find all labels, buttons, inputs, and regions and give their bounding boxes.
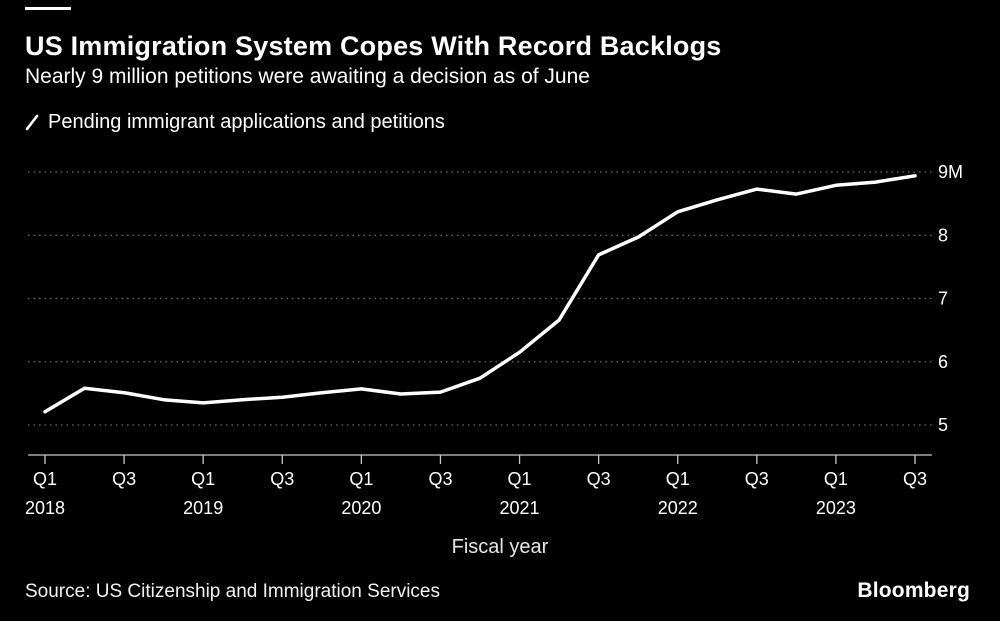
legend-label: Pending immigrant applications and petit… [48,111,445,133]
x-axis-year-label: 2018 [25,498,65,518]
x-axis-tick-label: Q1 [666,469,690,489]
x-axis-tick-label: Q3 [903,469,927,489]
chart-subtitle: Nearly 9 million petitions were awaiting… [25,65,590,88]
x-axis-tick-label: Q3 [270,469,294,489]
x-axis-year-label: 2021 [500,498,540,518]
legend: Pending immigrant applications and petit… [25,111,445,134]
y-axis-tick-label: 6 [938,352,948,372]
top-accent-mark [25,7,71,10]
x-axis-year-label: 2023 [816,498,856,518]
y-axis-tick-label: 7 [938,289,948,309]
x-axis-tick-label: Q3 [745,469,769,489]
x-axis-tick-label: Q1 [508,469,532,489]
data-line-pending-petitions [43,174,917,414]
x-axis-tick-label: Q1 [824,469,848,489]
x-axis-tick-label: Q1 [33,469,57,489]
line-series-marker-icon [25,114,39,131]
x-axis-title: Fiscal year [451,536,549,558]
bloomberg-logo: Bloomberg [857,579,970,602]
x-axis-tick-label: Q3 [112,469,136,489]
x-axis-tick-label: Q3 [587,469,611,489]
x-axis-tick-label: Q1 [191,469,215,489]
x-axis-year-label: 2019 [183,498,223,518]
x-axis-year-label: 2020 [341,498,381,518]
x-axis-year-label: 2022 [658,498,698,518]
y-axis-tick-label: 5 [938,415,948,435]
source-note: Source: US Citizenship and Immigration S… [25,581,441,602]
chart-title: US Immigration System Copes With Record … [25,31,722,61]
y-axis-tick-label: 9M [938,162,963,182]
x-axis-tick-label: Q1 [349,469,373,489]
x-axis-tick-label: Q3 [428,469,452,489]
line-chart: 9M 8 7 6 5 Q1 2018 Q3 Q1 2019 Q3 Q1 2020 Q3 Q1 2021 Q3 Q1… [25,162,963,518]
y-axis-tick-label: 8 [938,225,948,245]
